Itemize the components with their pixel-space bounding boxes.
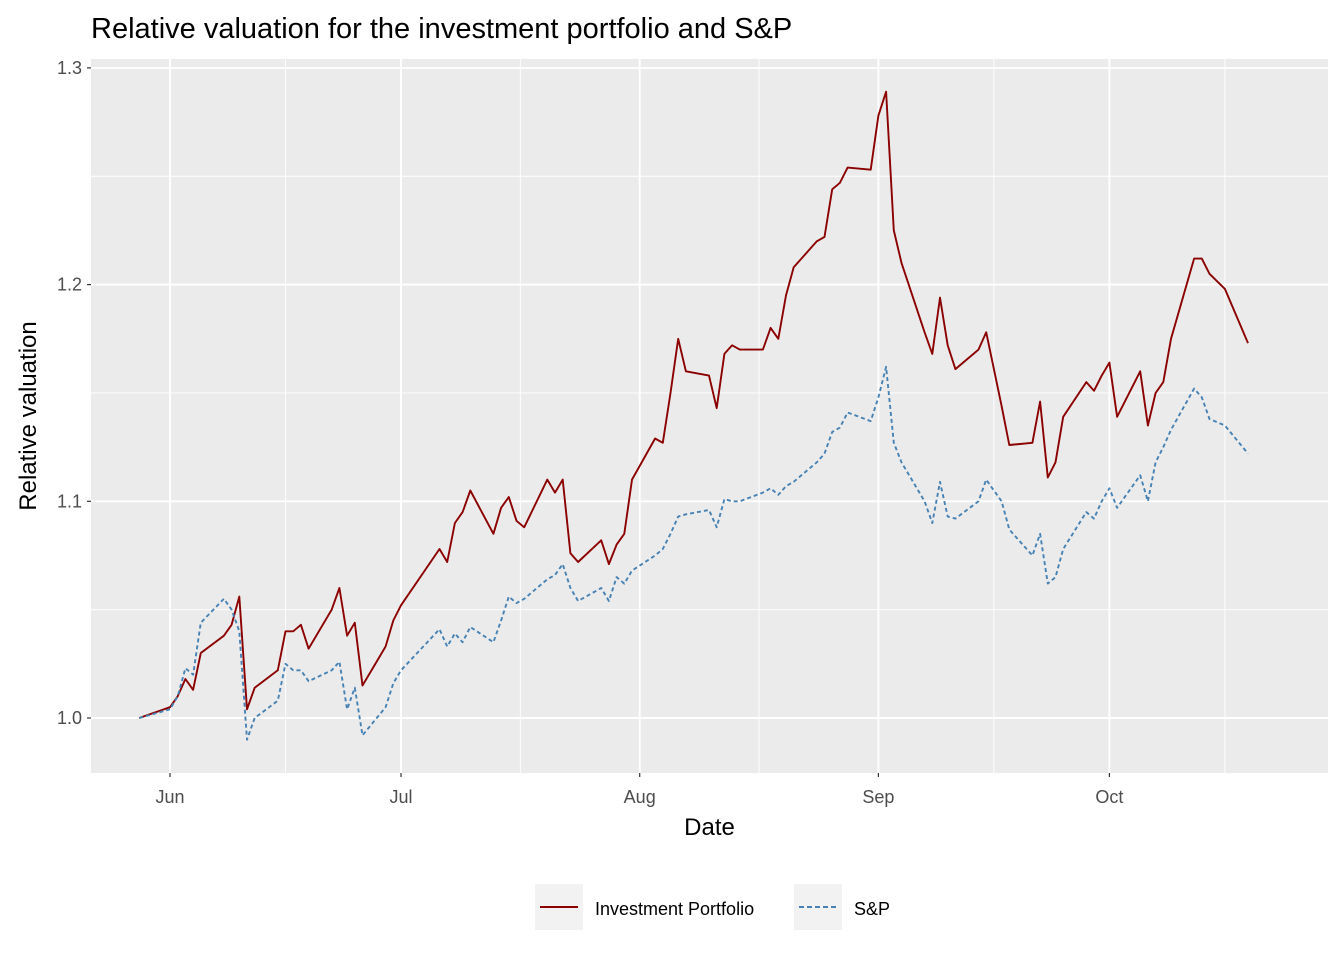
y-tick-label: 1.1 xyxy=(57,491,82,511)
y-tick-label: 1.0 xyxy=(57,708,82,728)
series-line-investment-portfolio xyxy=(138,90,1249,719)
legend-label-investment-portfolio: Investment Portfolio xyxy=(595,899,754,919)
series-line-sp xyxy=(138,365,1249,741)
legend: Investment Portfolio S&P xyxy=(535,884,890,930)
y-tick-label: 1.3 xyxy=(57,58,82,78)
x-tick-label: Sep xyxy=(862,787,894,807)
series-lines xyxy=(138,90,1249,741)
x-tick-label: Jul xyxy=(389,787,412,807)
x-tick-label: Aug xyxy=(624,787,656,807)
x-tick-label: Oct xyxy=(1095,787,1123,807)
y-axis-title: Relative valuation xyxy=(15,321,42,510)
y-axis: 1.0 1.1 1.2 1.3 xyxy=(57,58,91,728)
plot-panel xyxy=(91,59,1328,773)
y-tick-label: 1.2 xyxy=(57,275,82,295)
chart-title: Relative valuation for the investment po… xyxy=(91,13,792,45)
legend-label-sp: S&P xyxy=(854,899,890,919)
x-tick-label: Jun xyxy=(155,787,184,807)
x-axis-title: Date xyxy=(684,814,735,841)
x-axis: Jun Jul Aug Sep Oct xyxy=(155,773,1123,807)
minor-gridlines xyxy=(91,59,1328,773)
